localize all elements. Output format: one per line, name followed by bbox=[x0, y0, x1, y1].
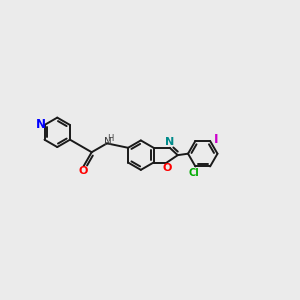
Text: H: H bbox=[107, 134, 113, 142]
Text: O: O bbox=[163, 163, 172, 173]
Text: I: I bbox=[214, 133, 219, 146]
Text: N: N bbox=[104, 137, 111, 147]
Text: N: N bbox=[165, 137, 174, 148]
Text: Cl: Cl bbox=[188, 168, 199, 178]
Text: N: N bbox=[36, 118, 46, 131]
Text: O: O bbox=[79, 166, 88, 176]
